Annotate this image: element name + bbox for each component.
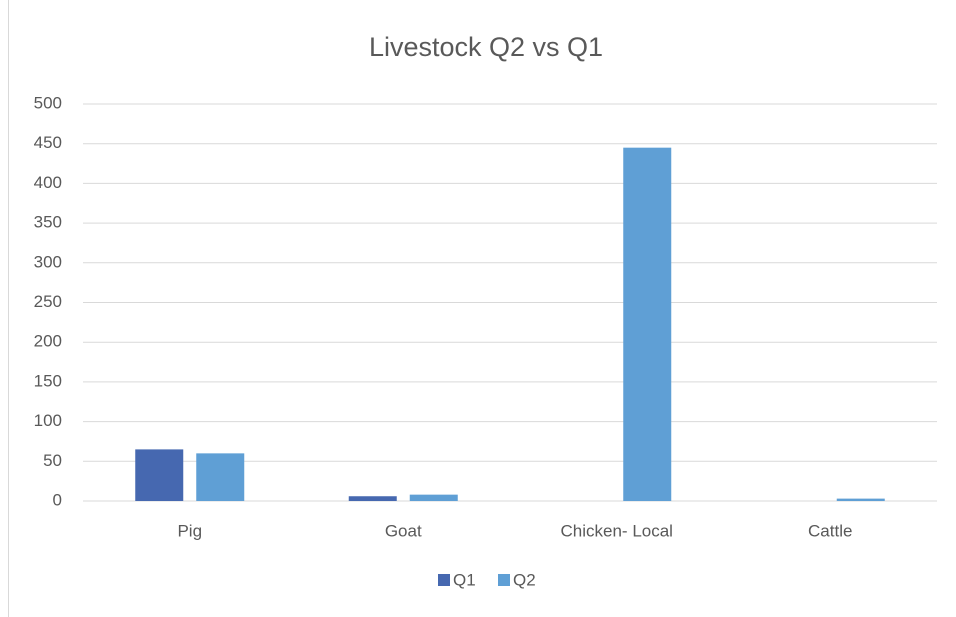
y-tick-label: 350 xyxy=(34,213,62,232)
legend-swatch xyxy=(438,574,450,586)
x-tick-label: Pig xyxy=(177,521,202,540)
y-tick-label: 450 xyxy=(34,133,62,152)
legend-swatch xyxy=(498,574,510,586)
chart-title: Livestock Q2 vs Q1 xyxy=(369,32,603,62)
x-tick-label: Chicken- Local xyxy=(561,521,673,540)
y-tick-label: 0 xyxy=(53,490,62,509)
legend-label: Q2 xyxy=(513,570,536,589)
legend-label: Q1 xyxy=(453,570,476,589)
bar xyxy=(836,498,885,501)
bar xyxy=(409,494,458,501)
y-tick-label: 150 xyxy=(34,371,62,390)
bar xyxy=(135,449,184,501)
bar xyxy=(348,496,397,501)
bar xyxy=(196,453,245,501)
y-tick-label: 250 xyxy=(34,292,62,311)
bar xyxy=(623,147,672,502)
y-tick-label: 50 xyxy=(43,451,62,470)
y-tick-label: 400 xyxy=(34,173,62,192)
y-tick-label: 100 xyxy=(34,411,62,430)
x-tick-label: Cattle xyxy=(808,521,852,540)
x-tick-label: Goat xyxy=(385,521,422,540)
chart-border xyxy=(8,0,956,617)
y-tick-label: 300 xyxy=(34,252,62,271)
y-tick-label: 200 xyxy=(34,332,62,351)
y-tick-label: 500 xyxy=(34,93,62,112)
